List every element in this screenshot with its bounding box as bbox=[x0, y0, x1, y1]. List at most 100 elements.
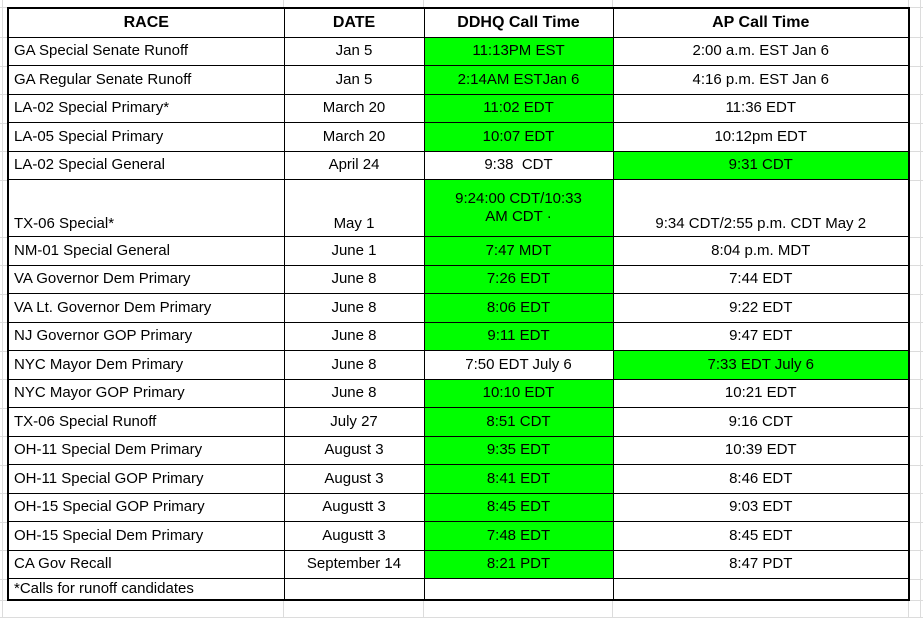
cell-date[interactable]: June 8 bbox=[283, 264, 425, 294]
cell-date[interactable]: Augustt 3 bbox=[283, 492, 425, 522]
cell-date[interactable]: March 20 bbox=[283, 122, 425, 152]
cell-ap-time[interactable]: 8:04 p.m. MDT bbox=[612, 236, 910, 266]
table-row: OH-15 Special Dem Primary Augustt 3 7:48 E… bbox=[7, 521, 910, 551]
cell-ap-time[interactable]: 10:21 EDT bbox=[612, 378, 910, 408]
cell-ap-time[interactable]: 8:46 EDT bbox=[612, 464, 910, 494]
cell-ap-time[interactable]: 9:34 CDT/2:55 p.m. CDT May 2 bbox=[612, 179, 910, 237]
cell-ap-time[interactable]: 8:45 EDT bbox=[612, 521, 910, 551]
cell-race[interactable]: OH-15 Special GOP Primary bbox=[7, 492, 285, 522]
table-row: NJ Governor GOP Primary June 8 9:11 EDT 9:4… bbox=[7, 321, 910, 351]
cell-ddhq-time[interactable]: 9:35 EDT bbox=[423, 435, 614, 465]
cell-ddhq-time[interactable]: 7:48 EDT bbox=[423, 521, 614, 551]
table-row: NYC Mayor GOP Primary June 8 10:10 EDT 10:2… bbox=[7, 378, 910, 408]
cell-date[interactable]: April 24 bbox=[283, 150, 425, 180]
cell-ap-time[interactable]: 9:22 EDT bbox=[612, 293, 910, 323]
cell-race[interactable]: NYC Mayor Dem Primary bbox=[7, 350, 285, 380]
column-header-date[interactable]: DATE bbox=[283, 7, 425, 38]
table-row: NYC Mayor Dem Primary June 8 7:50 EDT July… bbox=[7, 350, 910, 380]
cell-race[interactable]: LA-02 Special General bbox=[7, 150, 285, 180]
cell-date[interactable]: September 14 bbox=[283, 549, 425, 579]
cell-date[interactable]: May 1 bbox=[283, 179, 425, 237]
table-row: *Calls for runoff candidates bbox=[7, 578, 910, 600]
cell-ddhq-time[interactable]: 8:51 CDT bbox=[423, 407, 614, 437]
header-row: RACE DATE DDHQ Call Time AP Call Time bbox=[7, 7, 910, 38]
cell-race[interactable]: LA-02 Special Primary* bbox=[7, 93, 285, 123]
table-row: VA Lt. Governor Dem Primary June 8 8:06 ED… bbox=[7, 293, 910, 323]
cell-race[interactable]: TX-06 Special Runoff bbox=[7, 407, 285, 437]
column-header-race[interactable]: RACE bbox=[7, 7, 285, 38]
column-header-ddhq-call-time[interactable]: DDHQ Call Time bbox=[423, 7, 614, 38]
cell-date[interactable]: June 8 bbox=[283, 321, 425, 351]
cell-race[interactable]: OH-11 Special Dem Primary bbox=[7, 435, 285, 465]
cell-date[interactable]: August 3 bbox=[283, 435, 425, 465]
cell-ddhq-time[interactable]: 8:06 EDT bbox=[423, 293, 614, 323]
cell-ddhq-time[interactable]: 8:21 PDT bbox=[423, 549, 614, 579]
table-body: GA Special Senate Runoff Jan 5 11:13PM EST… bbox=[7, 36, 910, 600]
table-row: LA-05 Special Primary March 20 10:07 EDT 10… bbox=[7, 122, 910, 152]
cell-ap-time[interactable]: 9:47 EDT bbox=[612, 321, 910, 351]
table-row: TX-06 Special Runoff July 27 8:51 CDT 9:16 … bbox=[7, 407, 910, 437]
cell-ddhq-time[interactable]: 11:02 EDT bbox=[423, 93, 614, 123]
table-row: OH-11 Special Dem Primary August 3 9:35 ED… bbox=[7, 435, 910, 465]
cell-date[interactable]: June 8 bbox=[283, 378, 425, 408]
table-row: CA Gov Recall September 14 8:21 PDT 8:47 PD… bbox=[7, 549, 910, 579]
column-header-ap-call-time[interactable]: AP Call Time bbox=[612, 7, 910, 38]
cell-ap-time[interactable]: 4:16 p.m. EST Jan 6 bbox=[612, 65, 910, 95]
cell-date[interactable]: Jan 5 bbox=[283, 36, 425, 66]
cell-ap-time[interactable]: 7:33 EDT July 6 bbox=[612, 350, 910, 380]
cell-ddhq-time[interactable]: 8:41 EDT bbox=[423, 464, 614, 494]
cell-date[interactable]: June 8 bbox=[283, 293, 425, 323]
table-row: TX-06 Special* May 1 9:24:00 CDT/10:33 AM … bbox=[7, 179, 910, 237]
cell-ddhq-time[interactable]: 11:13PM EST bbox=[423, 36, 614, 66]
cell-ap-time[interactable]: 9:03 EDT bbox=[612, 492, 910, 522]
table-row: OH-11 Special GOP Primary August 3 8:41 ED… bbox=[7, 464, 910, 494]
cell-date[interactable]: June 8 bbox=[283, 350, 425, 380]
cell-race[interactable]: OH-11 Special GOP Primary bbox=[7, 464, 285, 494]
table-row: LA-02 Special Primary* March 20 11:02 EDT 1… bbox=[7, 93, 910, 123]
table-row: OH-15 Special GOP Primary Augustt 3 8:45 E… bbox=[7, 492, 910, 522]
cell-date[interactable]: Jan 5 bbox=[283, 65, 425, 95]
cell-race[interactable]: NJ Governor GOP Primary bbox=[7, 321, 285, 351]
cell-race[interactable]: OH-15 Special Dem Primary bbox=[7, 521, 285, 551]
table-row: GA Regular Senate Runoff Jan 5 2:14AM ESTJ… bbox=[7, 65, 910, 95]
cell-date[interactable]: July 27 bbox=[283, 407, 425, 437]
cell-ap-time[interactable]: 8:47 PDT bbox=[612, 549, 910, 579]
cell-date[interactable]: Augustt 3 bbox=[283, 521, 425, 551]
table-row: LA-02 Special General April 24 9:38 CDT 9:3… bbox=[7, 150, 910, 180]
cell-date[interactable]: August 3 bbox=[283, 464, 425, 494]
cell-date[interactable] bbox=[283, 578, 425, 600]
cell-ddhq-time[interactable]: 9:11 EDT bbox=[423, 321, 614, 351]
cell-race[interactable]: *Calls for runoff candidates bbox=[7, 578, 285, 600]
cell-race[interactable]: CA Gov Recall bbox=[7, 549, 285, 579]
cell-race[interactable]: GA Regular Senate Runoff bbox=[7, 65, 285, 95]
cell-ap-time[interactable]: 2:00 a.m. EST Jan 6 bbox=[612, 36, 910, 66]
cell-race[interactable]: NM-01 Special General bbox=[7, 236, 285, 266]
cell-ddhq-time[interactable]: 10:07 EDT bbox=[423, 122, 614, 152]
cell-ap-time[interactable]: 11:36 EDT bbox=[612, 93, 910, 123]
cell-ap-time[interactable]: 10:39 EDT bbox=[612, 435, 910, 465]
cell-ap-time[interactable]: 9:31 CDT bbox=[612, 150, 910, 180]
cell-ap-time[interactable]: 9:16 CDT bbox=[612, 407, 910, 437]
cell-ddhq-time[interactable]: 7:47 MDT bbox=[423, 236, 614, 266]
cell-ddhq-time[interactable] bbox=[423, 578, 614, 600]
cell-ap-time[interactable]: 10:12pm EDT bbox=[612, 122, 910, 152]
cell-race[interactable]: VA Governor Dem Primary bbox=[7, 264, 285, 294]
cell-ap-time[interactable]: 7:44 EDT bbox=[612, 264, 910, 294]
cell-ap-time[interactable] bbox=[612, 578, 910, 600]
cell-ddhq-time[interactable]: 9:24:00 CDT/10:33 AM CDT · bbox=[423, 179, 614, 237]
cell-race[interactable]: LA-05 Special Primary bbox=[7, 122, 285, 152]
cell-race[interactable]: NYC Mayor GOP Primary bbox=[7, 378, 285, 408]
cell-ddhq-time[interactable]: 9:38 CDT bbox=[423, 150, 614, 180]
table-row: NM-01 Special General June 1 7:47 MDT 8:04 … bbox=[7, 236, 910, 266]
cell-ddhq-time[interactable]: 7:50 EDT July 6 bbox=[423, 350, 614, 380]
cell-ddhq-time[interactable]: 7:26 EDT bbox=[423, 264, 614, 294]
cell-date[interactable]: June 1 bbox=[283, 236, 425, 266]
gridline bbox=[2, 0, 3, 618]
cell-ddhq-time[interactable]: 10:10 EDT bbox=[423, 378, 614, 408]
cell-race[interactable]: GA Special Senate Runoff bbox=[7, 36, 285, 66]
cell-date[interactable]: March 20 bbox=[283, 93, 425, 123]
cell-race[interactable]: VA Lt. Governor Dem Primary bbox=[7, 293, 285, 323]
cell-race[interactable]: TX-06 Special* bbox=[7, 179, 285, 237]
cell-ddhq-time[interactable]: 8:45 EDT bbox=[423, 492, 614, 522]
cell-ddhq-time[interactable]: 2:14AM ESTJan 6 bbox=[423, 65, 614, 95]
